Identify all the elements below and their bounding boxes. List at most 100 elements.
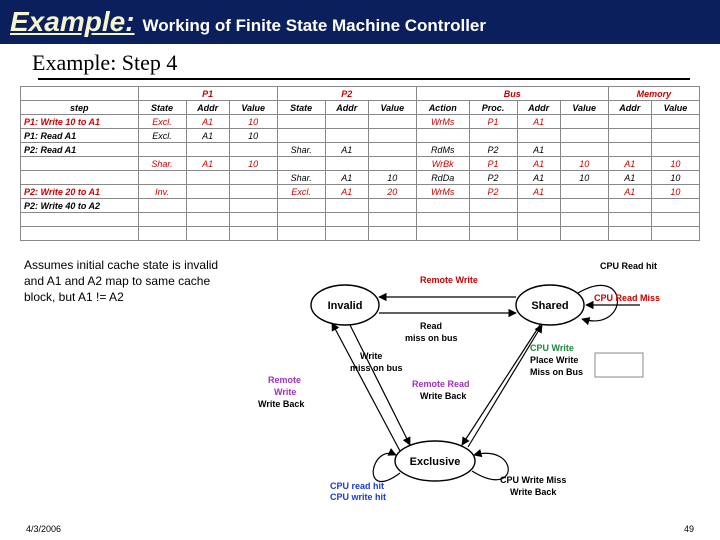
cell bbox=[368, 227, 416, 241]
cell: A1 bbox=[608, 185, 651, 199]
state-diagram-svg: Invalid Shared Exclusive Remote Write Re… bbox=[210, 243, 700, 503]
cell bbox=[608, 115, 651, 129]
cell: 10 bbox=[229, 115, 277, 129]
cell: WrMs bbox=[416, 185, 469, 199]
cell bbox=[277, 199, 325, 213]
footer-page: 49 bbox=[684, 524, 694, 534]
cell bbox=[325, 115, 368, 129]
cell: 10 bbox=[651, 157, 699, 171]
cell bbox=[368, 213, 416, 227]
cell: A1 bbox=[186, 115, 229, 129]
cell bbox=[229, 227, 277, 241]
cell bbox=[651, 227, 699, 241]
cell bbox=[608, 143, 651, 157]
cell bbox=[277, 227, 325, 241]
cell bbox=[21, 213, 139, 227]
title-example: Example: bbox=[10, 6, 135, 38]
table-row bbox=[21, 227, 700, 241]
col-p2-value: Value bbox=[368, 101, 416, 115]
lbl-rwwb-3: Write Back bbox=[258, 399, 305, 409]
edge-write-miss bbox=[350, 325, 410, 445]
cell bbox=[325, 157, 368, 171]
cell: Excl. bbox=[138, 115, 186, 129]
step-title: Example: Step 4 bbox=[32, 50, 720, 76]
table-row: Shar.A110WrBkP1A110A110 bbox=[21, 157, 700, 171]
cell bbox=[651, 143, 699, 157]
lbl-excl-l1: CPU read hit bbox=[330, 481, 384, 491]
cell bbox=[560, 143, 608, 157]
cell: Shar. bbox=[138, 157, 186, 171]
cell: P1 bbox=[469, 157, 517, 171]
cell bbox=[517, 129, 560, 143]
assumption-text: Assumes initial cache state is invalid a… bbox=[24, 257, 224, 306]
cell bbox=[229, 199, 277, 213]
col-mem-value: Value bbox=[651, 101, 699, 115]
table-row: P1: Read A1Excl.A110 bbox=[21, 129, 700, 143]
cell: A1 bbox=[608, 157, 651, 171]
col-bus-proc: Proc. bbox=[469, 101, 517, 115]
step-label: P1: Read A1 bbox=[21, 129, 139, 143]
step-label: P2: Read A1 bbox=[21, 143, 139, 157]
cell bbox=[277, 129, 325, 143]
node-shared-label: Shared bbox=[531, 300, 568, 312]
cell bbox=[325, 129, 368, 143]
cell bbox=[517, 199, 560, 213]
cell bbox=[229, 185, 277, 199]
cell bbox=[138, 171, 186, 185]
cell: 10 bbox=[229, 157, 277, 171]
horizontal-rule bbox=[38, 78, 690, 80]
cell bbox=[469, 129, 517, 143]
cell bbox=[651, 213, 699, 227]
node-exclusive-label: Exclusive bbox=[410, 456, 461, 468]
group-bus: Bus bbox=[416, 87, 608, 101]
cell bbox=[138, 227, 186, 241]
cell bbox=[325, 213, 368, 227]
lbl-remote-write: Remote Write bbox=[420, 275, 478, 285]
step-label: P2: Write 20 to A1 bbox=[21, 185, 139, 199]
cell bbox=[608, 213, 651, 227]
title-bar: Example: Working of Finite State Machine… bbox=[0, 0, 720, 44]
cell bbox=[138, 143, 186, 157]
col-bus-addr: Addr bbox=[517, 101, 560, 115]
lbl-read-miss-2: miss on bus bbox=[405, 333, 458, 343]
cell bbox=[138, 213, 186, 227]
cell: A1 bbox=[325, 185, 368, 199]
cell: 10 bbox=[651, 171, 699, 185]
lbl-rr-1: Remote Read bbox=[412, 379, 470, 389]
cell bbox=[416, 213, 469, 227]
edge-remote-read-wb bbox=[468, 325, 542, 447]
lbl-cw-1: CPU Write bbox=[530, 343, 574, 353]
table-row: P2: Read A1Shar.A1RdMsP2A1 bbox=[21, 143, 700, 157]
cell bbox=[186, 213, 229, 227]
node-invalid-label: Invalid bbox=[328, 300, 363, 312]
lbl-cw-2: Place Write bbox=[530, 355, 578, 365]
col-p1-state: State bbox=[138, 101, 186, 115]
group-memory: Memory bbox=[608, 87, 699, 101]
cell: A1 bbox=[517, 143, 560, 157]
cell bbox=[469, 213, 517, 227]
title-subtitle: Working of Finite State Machine Controll… bbox=[143, 16, 487, 36]
cell: 10 bbox=[651, 185, 699, 199]
annotation-box bbox=[595, 353, 643, 377]
cell: WrBk bbox=[416, 157, 469, 171]
cell: 10 bbox=[560, 157, 608, 171]
cell: RdMs bbox=[416, 143, 469, 157]
cell bbox=[277, 157, 325, 171]
lbl-rr-2: Write Back bbox=[420, 391, 467, 401]
cell: A1 bbox=[608, 171, 651, 185]
cell bbox=[416, 227, 469, 241]
cell bbox=[608, 199, 651, 213]
cell bbox=[651, 199, 699, 213]
cell bbox=[229, 143, 277, 157]
lbl-read-miss-1: Read bbox=[420, 321, 442, 331]
cell bbox=[560, 227, 608, 241]
table-row: P1: Write 10 to A1Excl.A110WrMsP1A1 bbox=[21, 115, 700, 129]
cell: P2 bbox=[469, 185, 517, 199]
edge-remote-write-wb bbox=[332, 323, 400, 451]
step-label bbox=[21, 157, 139, 171]
step-label: P2: Write 40 to A2 bbox=[21, 199, 139, 213]
col-mem-addr: Addr bbox=[608, 101, 651, 115]
cell bbox=[21, 227, 139, 241]
cell bbox=[651, 129, 699, 143]
cell bbox=[651, 115, 699, 129]
